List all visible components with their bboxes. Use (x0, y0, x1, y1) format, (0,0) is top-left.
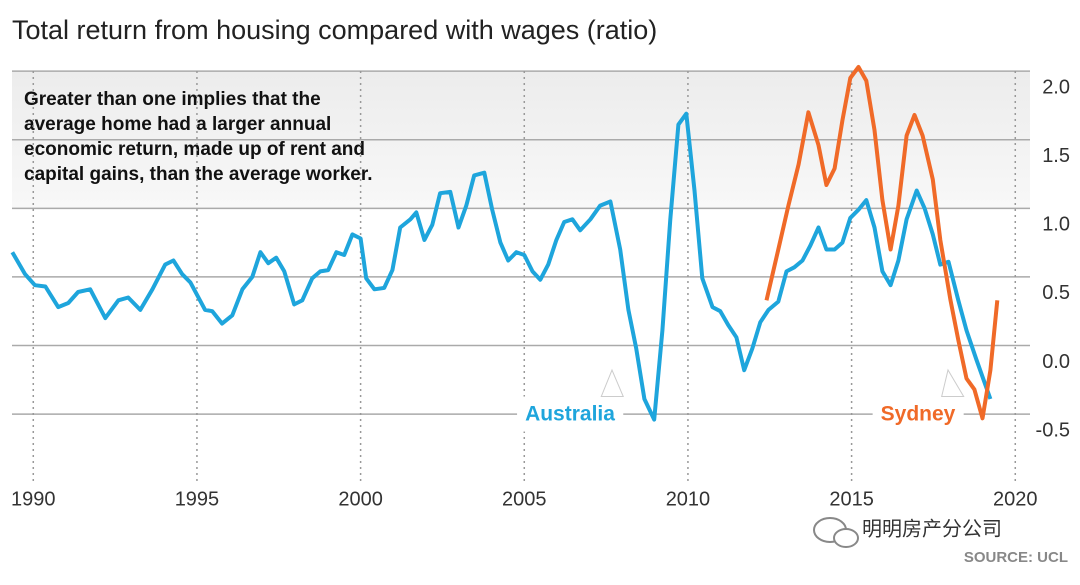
series-label: Australia (525, 403, 615, 426)
annotation-line: capital gains, than the average worker. (24, 164, 372, 185)
label-callout (941, 368, 965, 398)
series-label: Sydney (881, 403, 956, 426)
x-tick-label: 1995 (175, 488, 220, 510)
label-box (517, 396, 624, 432)
y-tick-label: 0.5 (1042, 282, 1070, 304)
label-callout (600, 368, 625, 398)
x-tick-label: 1990 (11, 488, 56, 510)
x-tick-label: 2020 (993, 488, 1038, 510)
y-tick-label: 1.0 (1042, 214, 1070, 236)
annotation-line: average home had a larger annual (24, 114, 331, 135)
x-tick-label: 2000 (338, 488, 383, 510)
annotation-line: economic return, made up of rent and (24, 139, 365, 160)
y-tick-label: 0.0 (1042, 351, 1070, 373)
watermark-icon (813, 517, 859, 548)
chart-title: Total return from housing compared with … (12, 15, 657, 45)
x-tick-label: 2005 (502, 488, 547, 510)
source: SOURCE: UCL (964, 549, 1068, 566)
label-box (872, 396, 964, 432)
x-tick-label: 2010 (666, 488, 711, 510)
series-line (10, 111, 993, 422)
y-tick-label: -0.5 (1036, 419, 1070, 441)
y-tick-label: 2.0 (1042, 76, 1070, 98)
watermark: 明明房产分公司 (862, 517, 1002, 540)
series-line (764, 65, 1000, 421)
annotation-line: Greater than one implies that the (24, 89, 321, 110)
y-tick-label: 1.5 (1042, 145, 1070, 167)
x-tick-label: 2015 (829, 488, 874, 510)
annotation: Greater than one implies that the average… (24, 89, 372, 185)
